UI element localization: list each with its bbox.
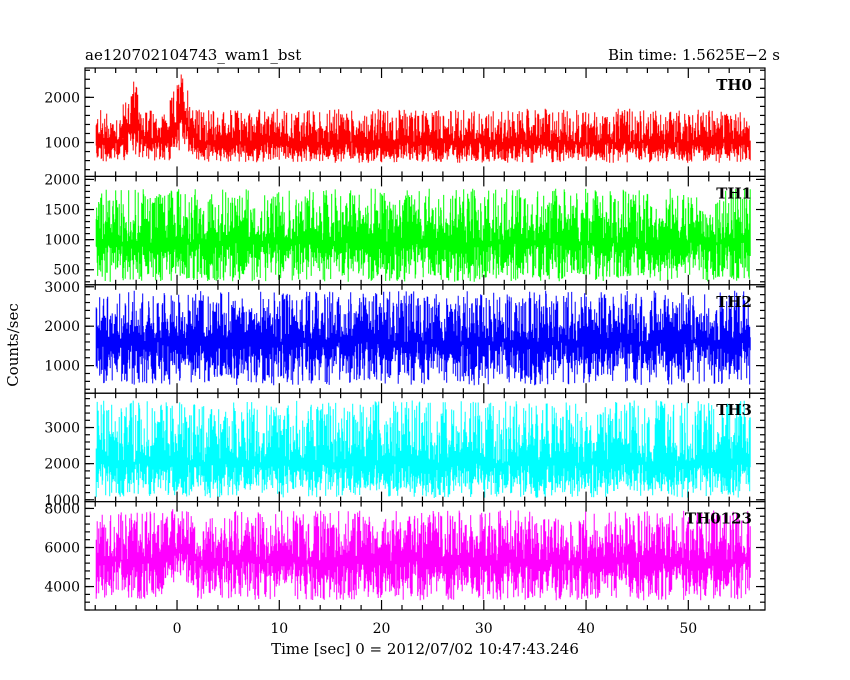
panel-label-th2: TH2: [716, 293, 752, 311]
series-th1: [95, 188, 751, 282]
panel-th0123: 4000 6000 8000 TH0123: [44, 501, 766, 611]
x-tick-label: 50: [679, 621, 697, 637]
x-axis-label: Time [sec] 0 = 2012/07/02 10:47:43.246: [271, 640, 579, 658]
panel-th1: 500 1000 1500 2000 TH1: [44, 172, 766, 286]
y-tick-label: 3000: [44, 421, 80, 437]
y-tick-label: 2000: [44, 457, 80, 473]
panel-label-th0: TH0: [716, 76, 752, 94]
y-tick-label: 4000: [44, 580, 80, 596]
series-th0: [95, 74, 751, 163]
y-tick-label: 1500: [44, 203, 80, 219]
panel-label-th0123: TH0123: [685, 510, 752, 528]
panel-th0: 1000 2000 TH0: [44, 67, 766, 178]
y-tick-label: 6000: [44, 540, 80, 556]
y-tick-label: 8000: [44, 501, 80, 517]
series-th3: [95, 400, 751, 498]
y-tick-label: 1000: [44, 233, 80, 249]
x-tick-label: 10: [270, 621, 288, 637]
chart-title: ae120702104743_wam1_bst: [85, 46, 301, 64]
y-tick-label: 500: [53, 263, 80, 279]
bin-time-label: Bin time: 1.5625E−2 s: [608, 46, 780, 64]
panel-label-th3: TH3: [716, 401, 752, 419]
series-th0123: [95, 509, 751, 601]
y-tick-label: 3000: [44, 280, 80, 296]
series-th2: [95, 290, 751, 386]
y-axis-label: Counts/sec: [4, 303, 22, 387]
panels-group: 10002000TH0500100015002000TH110002000300…: [44, 67, 766, 637]
y-tick-label: 2000: [44, 172, 80, 188]
y-tick-label: 1000: [44, 493, 80, 509]
y-tick-label: 2000: [44, 319, 80, 335]
panel-label-th1: TH1: [716, 184, 752, 202]
y-tick-label: 1000: [44, 136, 80, 152]
y-tick-label: 2000: [44, 90, 80, 106]
x-tick-label: 0: [173, 621, 182, 637]
x-tick-label: 40: [577, 621, 595, 637]
x-tick-label: 30: [475, 621, 493, 637]
x-tick-label: 20: [373, 621, 391, 637]
panel-th2: 1000 2000 3000 TH2: [44, 280, 766, 394]
y-tick-label: 1000: [44, 359, 80, 375]
panel-th3: 1000 2000 3000 TH3: [44, 392, 766, 509]
